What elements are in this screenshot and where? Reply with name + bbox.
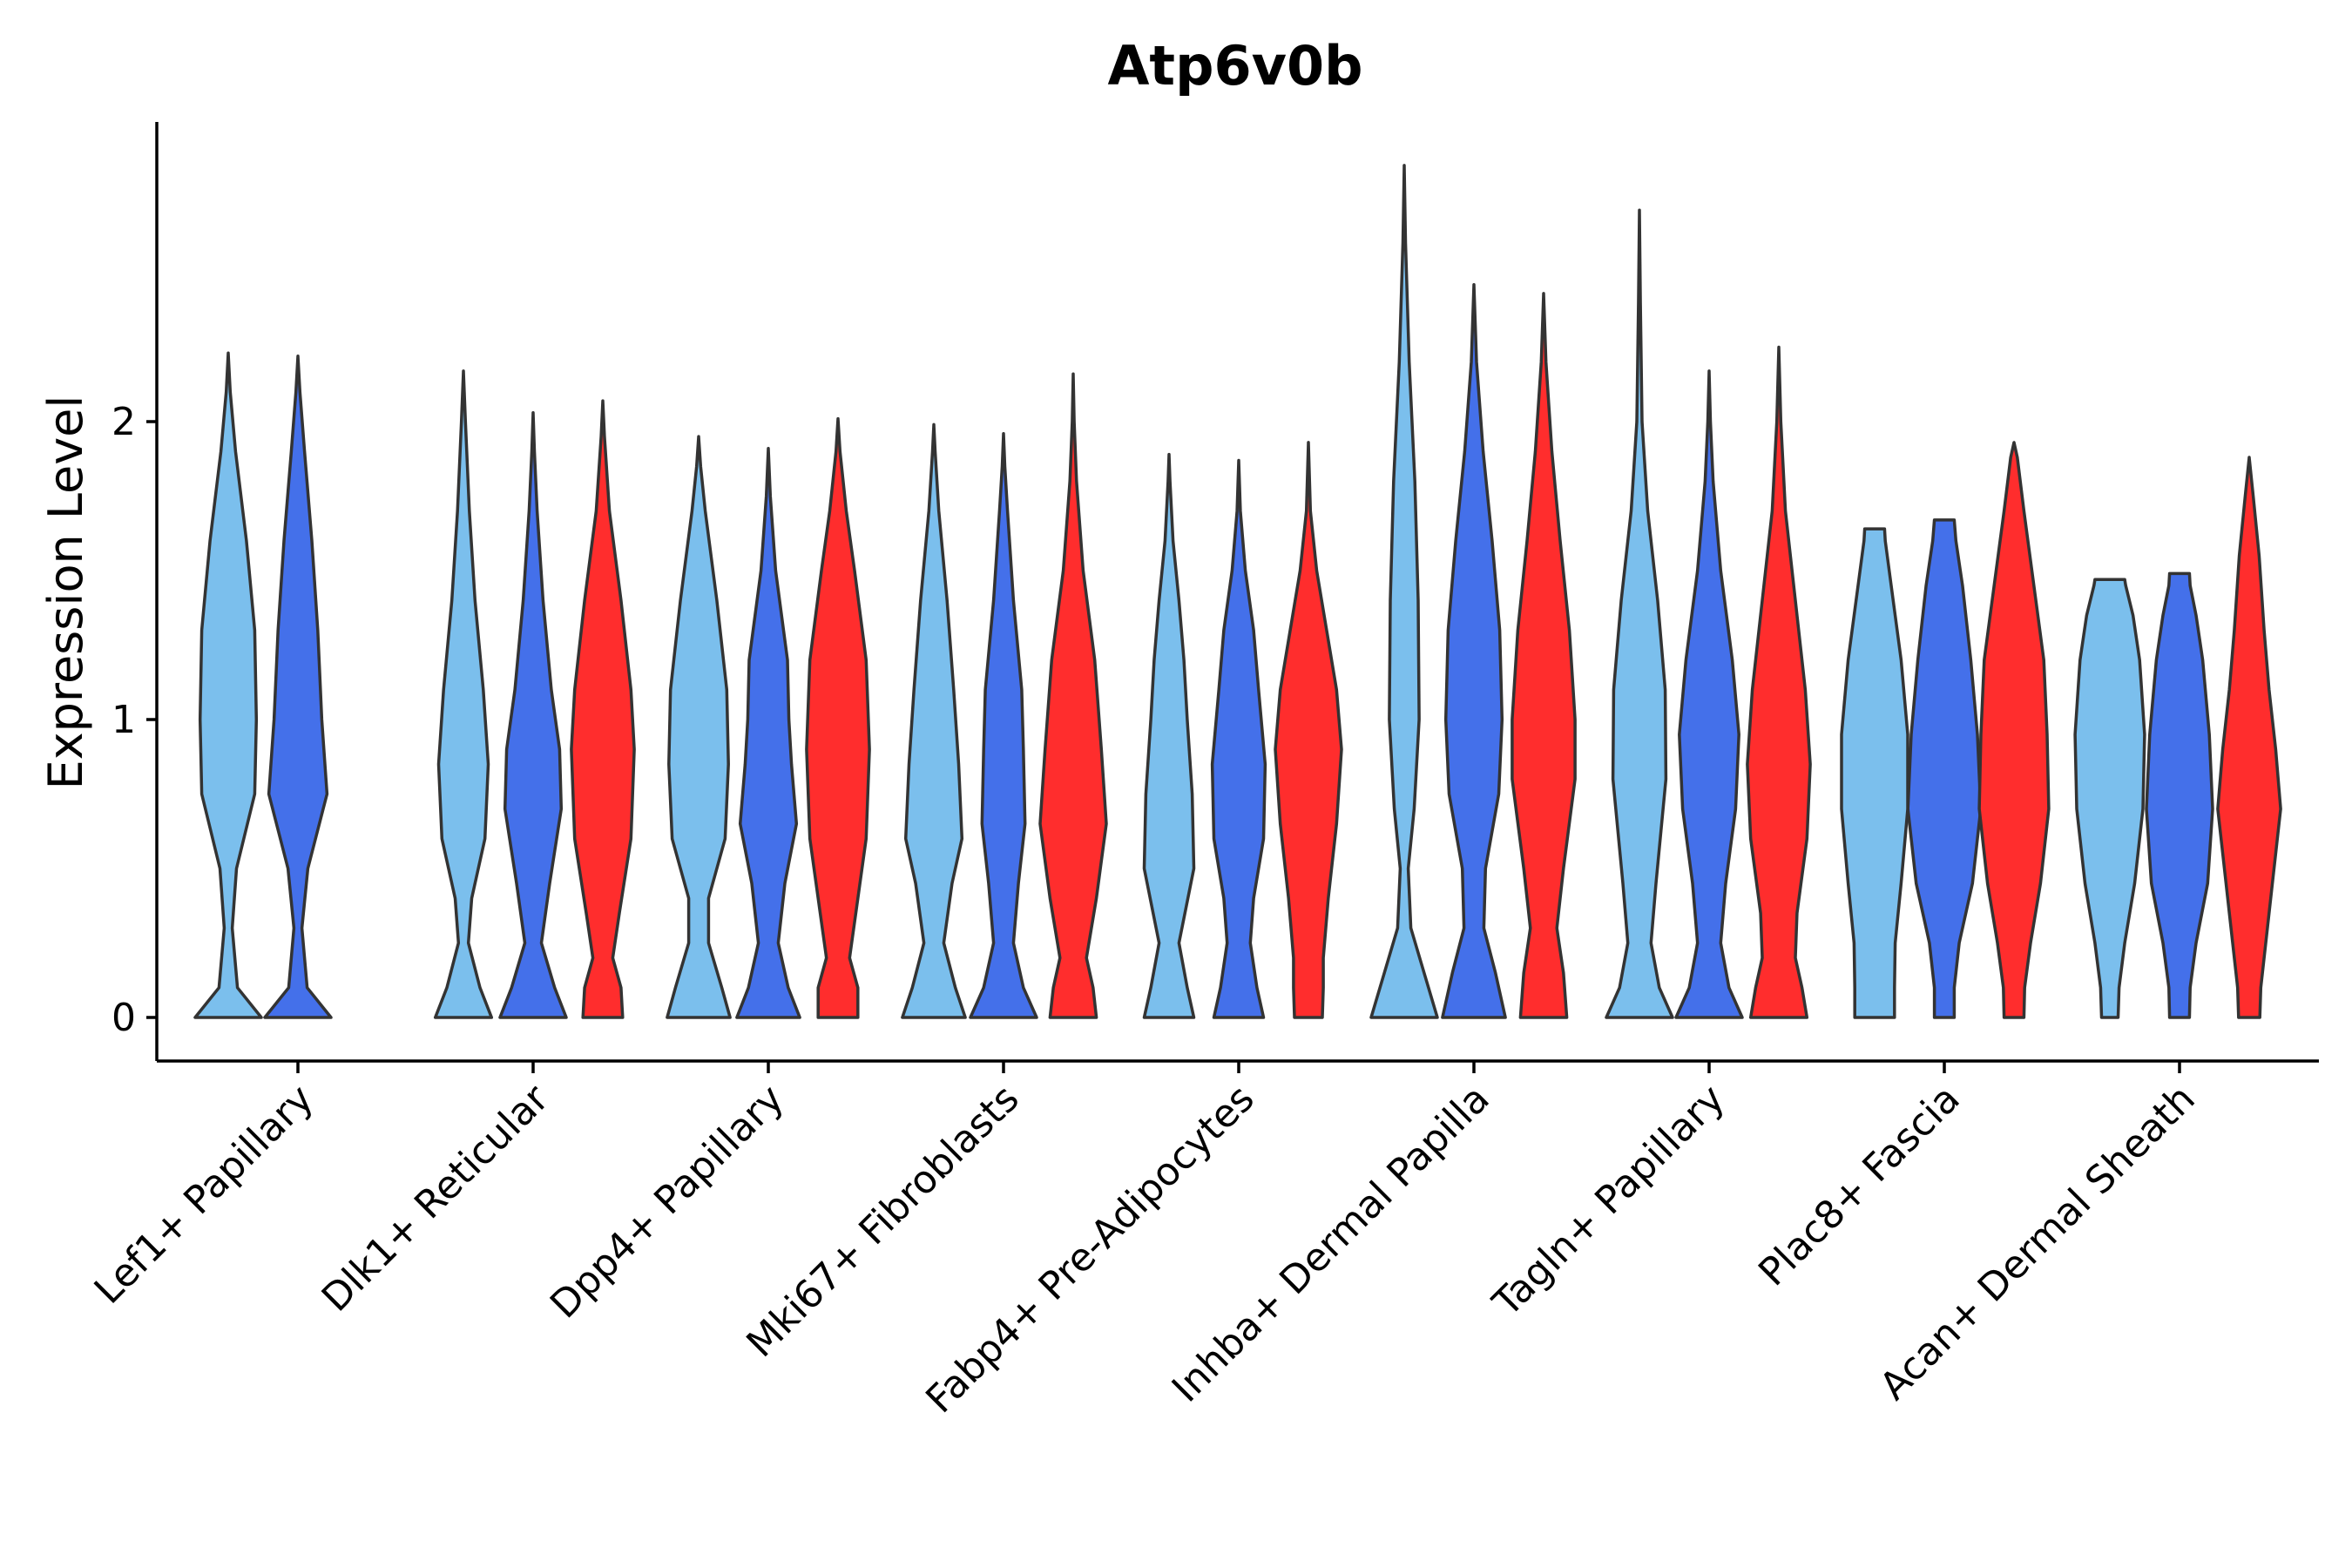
violin-plac8-fascia-s2 xyxy=(1977,441,2051,1019)
violin-tagln-papillary-s1 xyxy=(1674,369,1744,1019)
x-tick-label: Tagln+ Papillary xyxy=(1484,1077,1734,1326)
violin-tagln-papillary-s2 xyxy=(1746,345,1812,1019)
violin-fabp4-pre-adipocytes-s1 xyxy=(1210,458,1267,1019)
x-tick-label: Dlk1+ Reticular xyxy=(314,1076,558,1321)
x-tick-label: Plac8+ Fascia xyxy=(1750,1077,1969,1295)
violin-acan-dermal-sheath-s1 xyxy=(2145,571,2214,1019)
violin-dlk1-reticular-s2 xyxy=(570,399,636,1019)
violin-dpp4-papillary-s2 xyxy=(805,416,871,1019)
violin-mki67-fibroblasts-s0 xyxy=(901,422,967,1019)
violin-mki67-fibroblasts-s1 xyxy=(969,431,1038,1019)
violin-inhba-dermal-papilla-s1 xyxy=(1441,282,1507,1019)
violin-fabp4-pre-adipocytes-s2 xyxy=(1274,441,1343,1019)
violin-fabp4-pre-adipocytes-s0 xyxy=(1142,452,1196,1019)
violin-tagln-papillary-s0 xyxy=(1605,208,1674,1019)
violin-acan-dermal-sheath-s0 xyxy=(2073,578,2146,1019)
violin-lef1-papillary-s1 xyxy=(263,355,333,1019)
violin-dpp4-papillary-s0 xyxy=(666,435,732,1019)
violin-dpp4-papillary-s1 xyxy=(735,447,801,1019)
violin-lef1-papillary-s0 xyxy=(193,351,263,1019)
violin-inhba-dermal-papilla-s2 xyxy=(1511,292,1577,1019)
chart-title: Atp6v0b xyxy=(1107,34,1362,98)
violin-plac8-fascia-s0 xyxy=(1840,527,1909,1019)
violin-mki67-fibroblasts-s2 xyxy=(1038,372,1108,1019)
violin-dlk1-reticular-s0 xyxy=(433,369,494,1019)
x-tick-label: Lef1+ Papillary xyxy=(86,1077,322,1313)
y-axis-label: Expression Level xyxy=(38,395,93,790)
violin-dlk1-reticular-s1 xyxy=(498,410,568,1019)
violin-acan-dermal-sheath-s2 xyxy=(2216,456,2282,1019)
y-tick-label: 1 xyxy=(112,698,136,742)
y-tick-label: 0 xyxy=(112,996,136,1040)
y-tick-label: 2 xyxy=(112,400,136,444)
x-tick-label: Dpp4+ Papillary xyxy=(542,1077,793,1328)
violin-plac8-fascia-s1 xyxy=(1906,518,1983,1019)
violin-group xyxy=(193,164,2282,1019)
violin-inhba-dermal-papilla-s0 xyxy=(1369,164,1439,1019)
